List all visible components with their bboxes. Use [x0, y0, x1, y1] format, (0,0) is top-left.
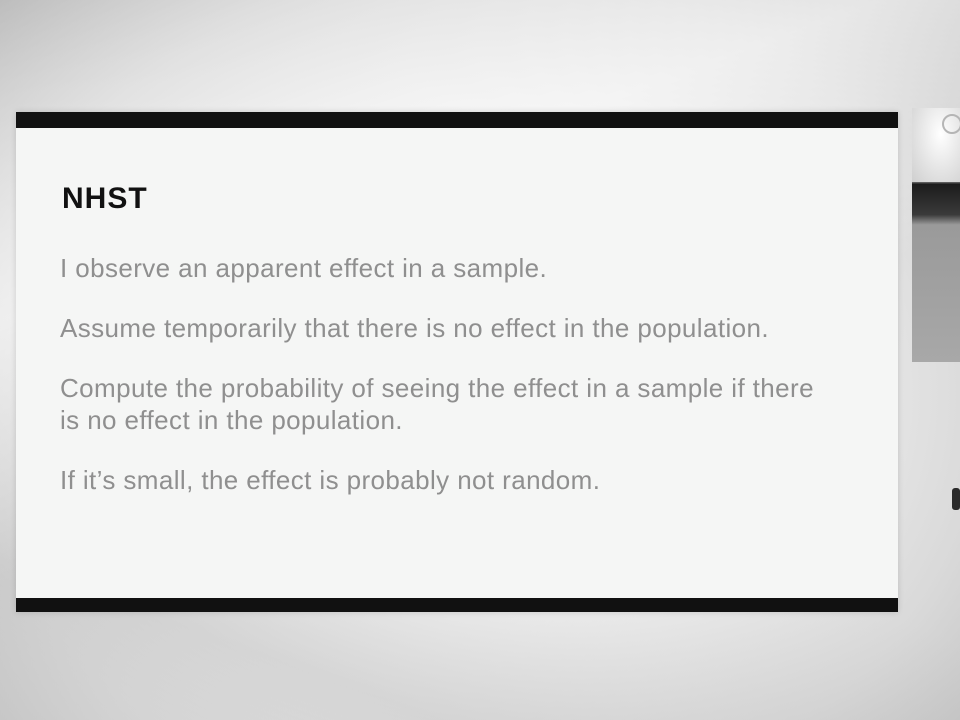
presentation-slide: NHST I observe an apparent effect in a s…	[16, 112, 898, 612]
side-mark-icon	[952, 488, 960, 510]
slide-title: NHST	[62, 182, 148, 215]
slide-body: I observe an apparent effect in a sample…	[60, 252, 870, 524]
slide-point: Compute the probability of seeing the ef…	[60, 373, 814, 435]
slide-bottom-bar	[16, 598, 898, 612]
thumbnail-image	[912, 108, 960, 182]
thumbnail-logo-icon	[942, 114, 960, 134]
slide-point: Assume temporarily that there is no effe…	[60, 313, 769, 343]
adjacent-slide-thumbnail	[912, 108, 960, 362]
slide-point: I observe an apparent effect in a sample…	[60, 253, 548, 283]
slide-point: If it’s small, the effect is probably no…	[60, 465, 601, 495]
slide-top-bar	[16, 112, 898, 128]
